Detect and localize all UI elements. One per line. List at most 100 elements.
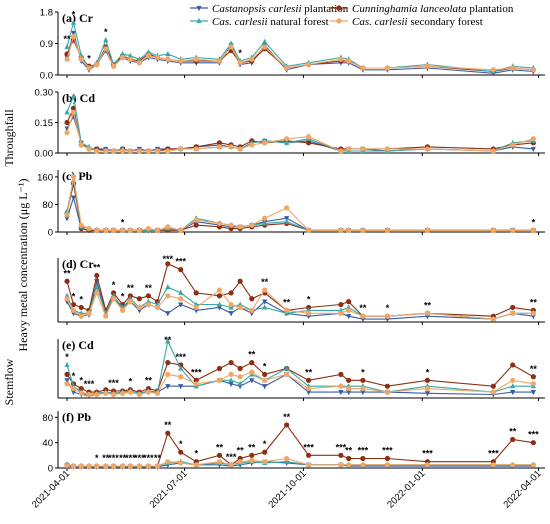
panel-5-series-1-point-15 — [216, 452, 223, 458]
panel-3-series-3-point-4 — [94, 290, 100, 296]
legend-label-rest-3: secondary forest — [408, 16, 483, 28]
panel-0-series-2-line — [66, 22, 534, 73]
panel-2-annotation-0: * — [121, 217, 125, 227]
panel-5-annotation-5: *** — [134, 453, 145, 463]
panel-5-annotation-4: *** — [125, 453, 136, 463]
panel-0-label: (a) Cr — [62, 11, 94, 25]
panel-3-series-1-point-13 — [178, 267, 184, 273]
panel-0-series-3-point-18 — [249, 56, 255, 62]
panel-2-series-2-point-19 — [262, 220, 268, 226]
panel-2-series-3-point-29 — [530, 227, 536, 233]
panel-3-series-3-point-2 — [78, 313, 84, 319]
panel-3-series-3-point-12 — [165, 293, 171, 299]
panel-3-series-1-point-9 — [136, 296, 142, 302]
panel-1-series-3-point-7 — [119, 148, 126, 154]
panel-2-series-3-point-5 — [103, 227, 109, 233]
panel-5-annotation-3: ** — [119, 453, 127, 463]
panel-3-series-3-point-26 — [424, 310, 431, 316]
panel-0-ytick-label-2: 1.8 — [40, 8, 53, 19]
panel-1-series-3-point-9 — [136, 148, 142, 154]
panel-1-series-3-point-28 — [510, 142, 516, 148]
panel-3-series-1-point-14 — [193, 290, 199, 296]
panel-4-series-3-point-28 — [510, 377, 516, 383]
panel-3-series-0-point-19 — [262, 299, 268, 305]
panel-4-series-1-point-18 — [249, 360, 255, 366]
panel-5-annotation-8: ** — [164, 420, 172, 430]
panel-4-series-2-line — [66, 339, 534, 396]
panel-4-series-0-point-24 — [360, 390, 366, 396]
panel-3-series-1-point-28 — [510, 304, 516, 311]
panel-0-ytick-label-0: 0.0 — [40, 71, 53, 82]
panel-3-series-2-point-12 — [165, 283, 171, 290]
panel-4-annotation-0: * — [65, 352, 69, 362]
panel-0-ytick-label-1: 0.9 — [40, 39, 53, 50]
panel-5-annotation-9: * — [179, 439, 183, 449]
panel-1-series-3-point-6 — [110, 148, 117, 154]
panel-5-series-2-point-20 — [284, 458, 290, 464]
panel-0-series-2-point-7 — [119, 50, 126, 57]
panel-2-series-3-line — [66, 176, 534, 231]
panel-2-series-3-point-27 — [490, 227, 496, 233]
panel-1-series-3-point-4 — [94, 148, 100, 154]
panel-5-annotation-2: *** — [108, 453, 119, 463]
panels: 0.00.91.8 (a) Cr******0.000.150.30 (b) Cd0… — [35, 8, 545, 475]
panel-2-series-3-point-17 — [237, 224, 243, 230]
panel-4-series-3-point-12 — [165, 371, 171, 377]
panel-4-series-0-point-1 — [70, 390, 77, 396]
panel-4-annotation-5: * — [129, 377, 133, 387]
panel-3-annotation-2: * — [79, 294, 83, 304]
panel-4-annotation-13: * — [361, 367, 365, 377]
x-tick-label-1: 2021-07-01 — [148, 468, 190, 510]
panel-5-annotation-0: * — [95, 453, 99, 463]
panel-0-annotation-2: * — [87, 53, 91, 63]
legend: Castanopsis carlesii plantation Cunningha… — [190, 3, 514, 28]
panel-5-series-1-point-19 — [262, 449, 268, 455]
panel-5-series-3-point-3 — [86, 463, 92, 469]
panel-1-series-0-point-29 — [530, 146, 536, 153]
panel-2-series-3-point-10 — [145, 225, 152, 232]
panel-3-series-0-point-13 — [178, 302, 184, 308]
x-tick-label-3: 2022-01-01 — [385, 468, 427, 510]
panel-4-series-3-point-15 — [216, 377, 223, 383]
panel-3-series-1-point-4 — [94, 272, 100, 279]
panel-5-series-3-point-18 — [249, 457, 255, 463]
panel-0-series-3-point-1 — [70, 33, 77, 40]
panel-5-series-3-point-6 — [110, 463, 117, 469]
panel-5-annotation-1: ** — [102, 453, 110, 463]
panel-1-series-3-point-1 — [70, 109, 77, 115]
panel-3-series-3-point-11 — [154, 304, 161, 311]
panel-4-label: (e) Cd — [62, 338, 94, 352]
panel-4-series-3-point-5 — [103, 390, 109, 396]
panel-4-series-2-point-13 — [178, 365, 184, 371]
panel-4-series-0-point-18 — [249, 378, 255, 384]
panel-1: 0.00 0.15 0.30 (b) Cd — [35, 88, 545, 160]
panel-4-annotation-9: *** — [191, 367, 202, 377]
panel-5-series-3-point-2 — [78, 463, 84, 469]
panel-3-series-3-point-7 — [119, 307, 126, 313]
panel-4-series-0-point-21 — [306, 390, 312, 396]
panel-5-series-3-point-17 — [237, 459, 243, 465]
panel-5-series-3-point-25 — [384, 462, 391, 468]
panel-5-annotation-21: *** — [382, 446, 393, 456]
panel-2-series-3-point-3 — [86, 225, 92, 232]
panel-3-series-3-point-28 — [510, 310, 516, 316]
panel-4-series-1-point-26 — [424, 377, 431, 383]
panel-2-series-3-point-13 — [178, 227, 184, 233]
panel-4-series-3-point-0 — [64, 381, 70, 387]
panel-2-series-3-point-0 — [64, 212, 70, 218]
panel-5-series-3-point-23 — [346, 462, 352, 468]
panel-3-series-1-point-23 — [346, 299, 352, 305]
panel-4-series-1-point-12 — [165, 360, 171, 366]
panel-4-series-1-point-16 — [228, 360, 234, 366]
panel-5-series-1-point-22 — [338, 452, 344, 458]
panel-4-series-1-point-25 — [384, 383, 391, 389]
panel-4-series-3-point-2 — [78, 390, 84, 396]
panel-5-ytick-label-1: 40 — [42, 438, 53, 449]
panel-1-series-3-point-14 — [193, 146, 199, 152]
panel-3-series-2-point-4 — [94, 283, 100, 290]
panel-2-series-3-point-19 — [262, 215, 268, 221]
panel-0-annotation-1: * — [72, 10, 76, 20]
ylabel-throughfall: Throughfall — [2, 109, 16, 167]
panel-1-series-3-point-3 — [86, 146, 92, 152]
panel-3-series-2-point-19 — [262, 304, 268, 310]
